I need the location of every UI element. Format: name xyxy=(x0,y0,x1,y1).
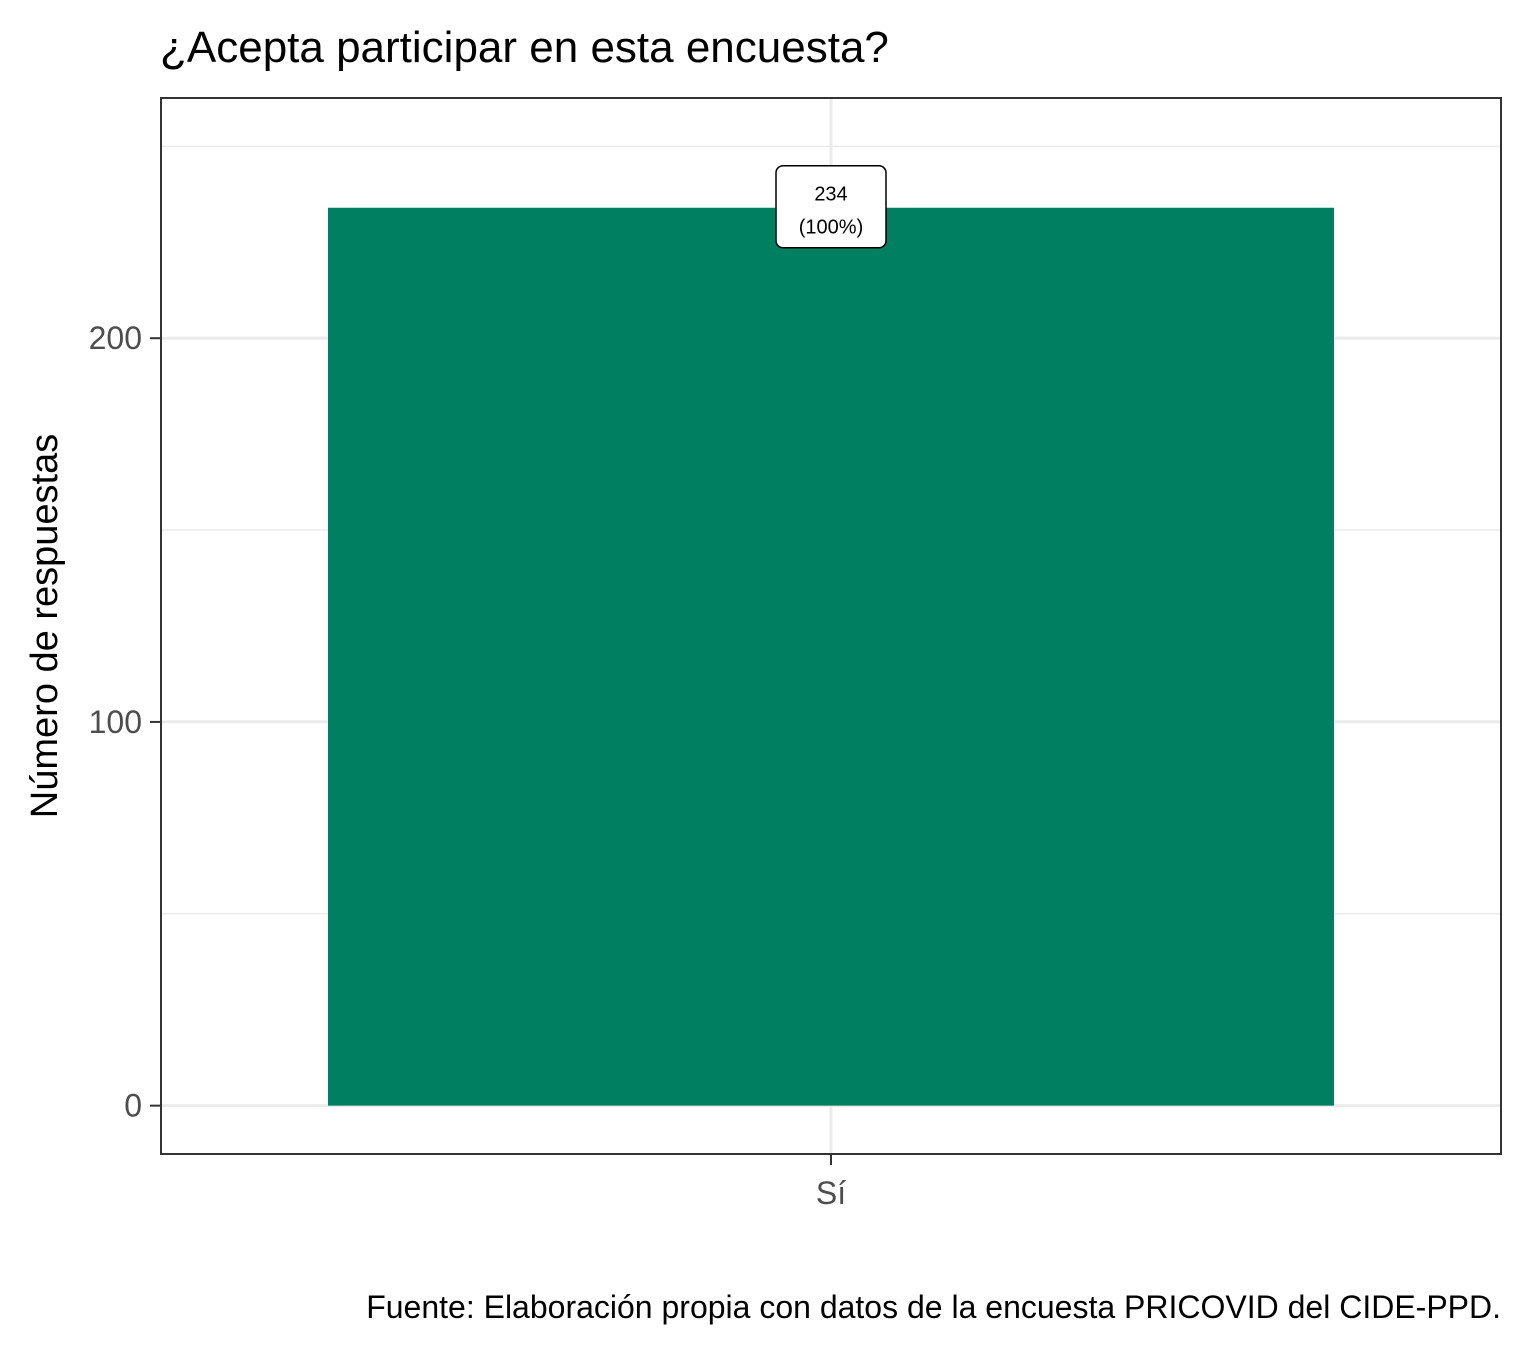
chart-title: ¿Acepta participar en esta encuesta? xyxy=(160,23,889,72)
y-tick-label: 100 xyxy=(89,704,142,740)
data-label: 234 (100%) xyxy=(775,164,887,249)
y-tick-label: 200 xyxy=(89,320,142,356)
y-axis-label: Número de respuestas xyxy=(24,434,66,818)
chart-caption: Fuente: Elaboración propia con datos de … xyxy=(366,1289,1501,1325)
data-label-count: 234 xyxy=(814,184,847,206)
data-label-percent: (100%) xyxy=(799,217,863,239)
bar-Sí xyxy=(328,207,1334,1106)
y-tick-label: 0 xyxy=(124,1088,142,1124)
data-label-box xyxy=(775,164,887,249)
x-tick-label: Sí xyxy=(816,1175,846,1211)
plot-area: 234 (100%) 0 100 200 Sí xyxy=(89,97,1502,1211)
